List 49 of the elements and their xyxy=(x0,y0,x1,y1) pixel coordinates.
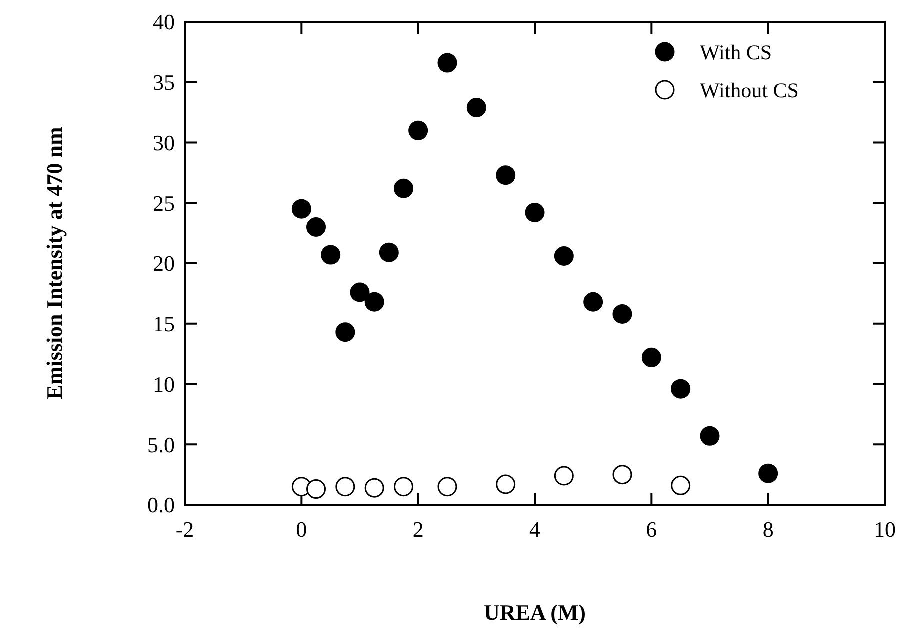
point xyxy=(321,245,341,265)
x-tick-label: 0 xyxy=(296,517,308,542)
point xyxy=(671,476,691,496)
x-axis-title: UREA (M) xyxy=(484,600,586,625)
point xyxy=(496,166,516,186)
y-tick-label: 25 xyxy=(153,190,175,216)
y-tick-label: 15 xyxy=(153,312,175,337)
legend-label: Without CS xyxy=(700,78,799,102)
y-tick-label: 35 xyxy=(153,70,175,96)
x-tick-label: 4 xyxy=(530,517,540,542)
point xyxy=(364,292,384,312)
point xyxy=(642,348,662,368)
point xyxy=(466,98,486,118)
point xyxy=(525,203,545,223)
point xyxy=(584,292,604,312)
legend-label: With CS xyxy=(700,40,772,64)
point xyxy=(438,53,458,73)
point xyxy=(671,379,691,399)
y-axis-title: Emission Intensity at 470 nm xyxy=(42,127,67,400)
point xyxy=(496,474,516,494)
y-tick-label: 30 xyxy=(153,130,175,156)
point xyxy=(394,178,414,198)
point xyxy=(394,477,414,497)
point xyxy=(408,120,428,140)
point xyxy=(364,478,384,498)
x-tick-label: 2 xyxy=(412,517,424,542)
y-tick-label: 5.0 xyxy=(148,432,175,458)
point xyxy=(612,465,632,485)
point xyxy=(336,477,356,497)
point xyxy=(554,466,574,486)
x-tick-label: -2 xyxy=(176,517,194,542)
point xyxy=(554,246,574,266)
point xyxy=(292,199,312,219)
y-tick-label: 20 xyxy=(153,251,175,276)
y-tick-label: 0.0 xyxy=(148,492,175,518)
point xyxy=(438,477,458,497)
x-tick-label: 10 xyxy=(874,517,896,542)
point xyxy=(379,242,399,262)
point xyxy=(700,426,720,446)
y-tick-label: 10 xyxy=(153,372,175,397)
point xyxy=(306,480,326,500)
y-tick-label: 40 xyxy=(153,10,175,35)
point xyxy=(758,464,778,484)
point xyxy=(612,304,632,324)
point xyxy=(350,282,370,302)
point xyxy=(306,218,326,238)
x-tick-label: 8 xyxy=(762,517,774,542)
point xyxy=(336,322,356,342)
x-tick-label: 6 xyxy=(646,517,658,542)
